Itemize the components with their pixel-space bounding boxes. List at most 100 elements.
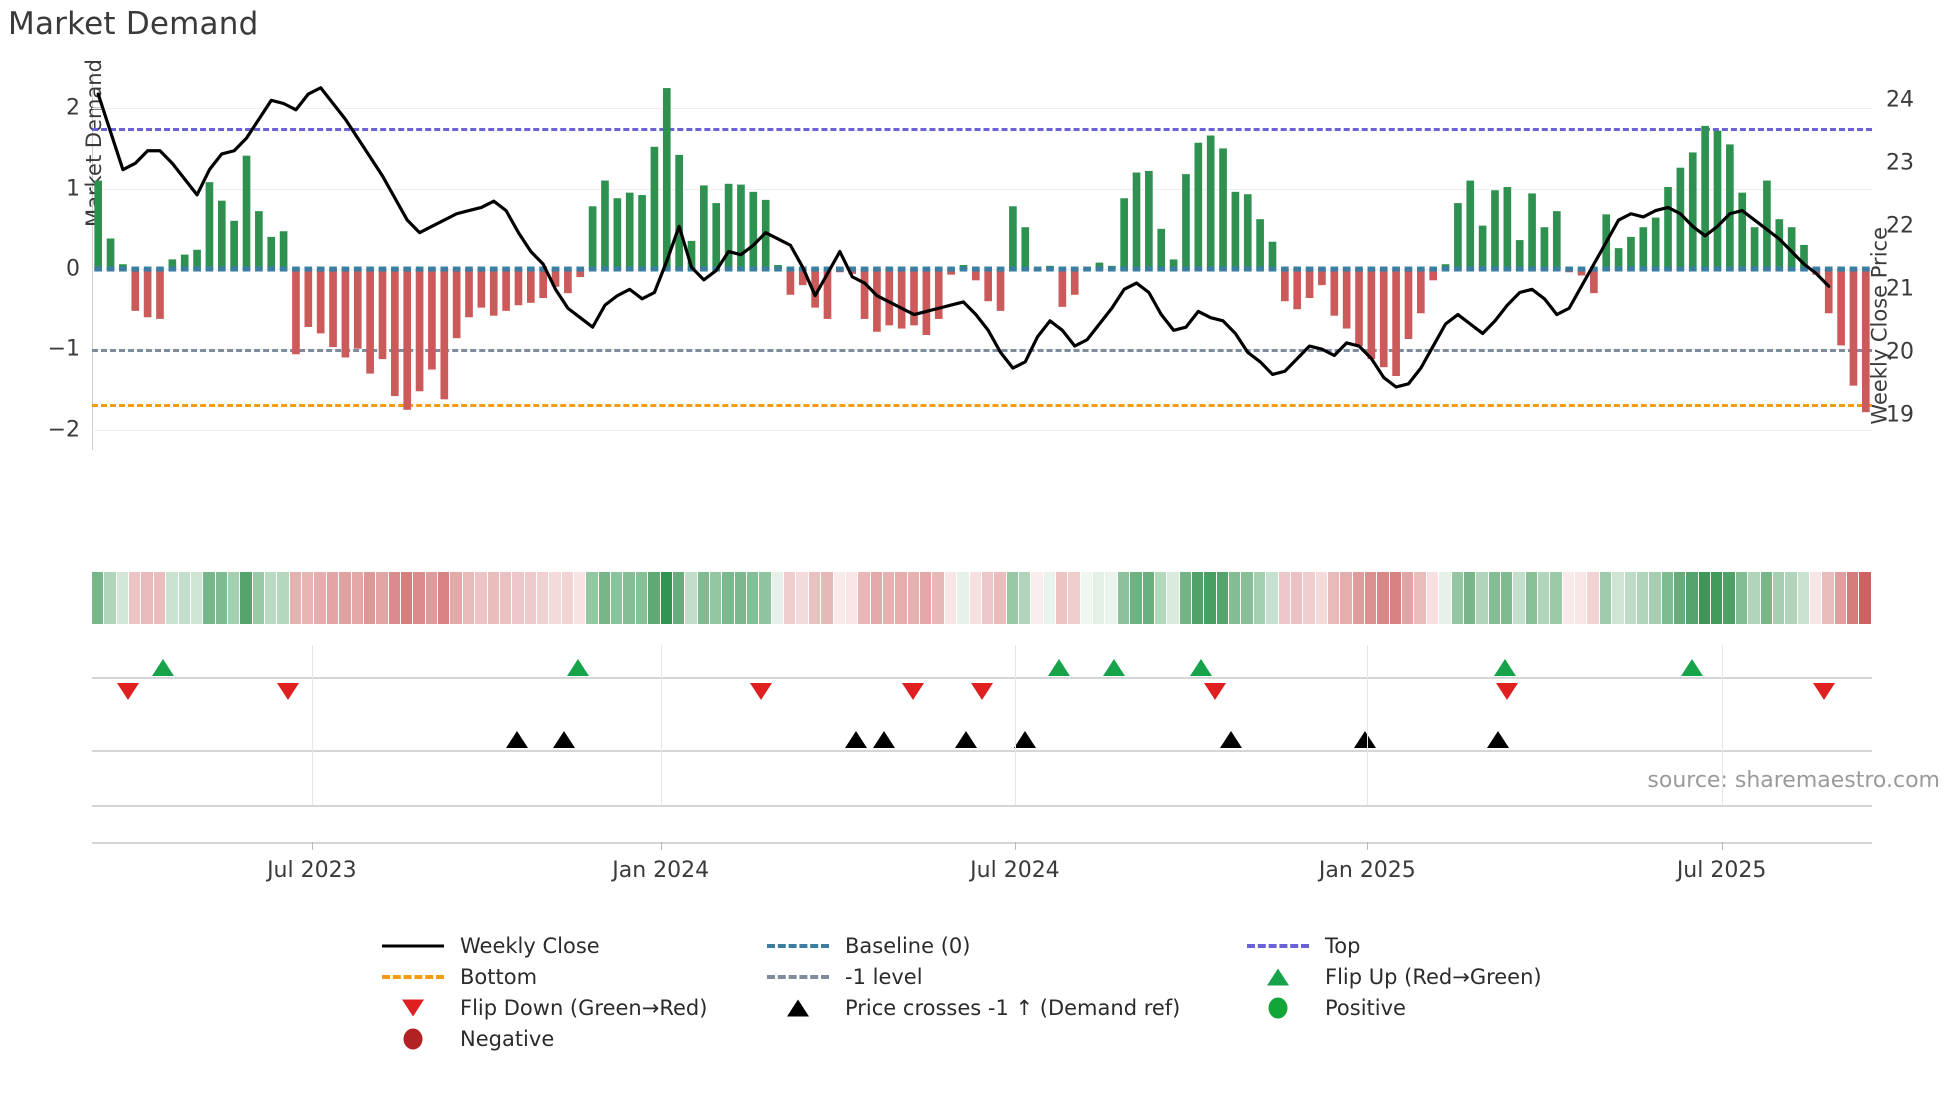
price-cross-marker-icon xyxy=(844,731,867,748)
heat-cell xyxy=(1822,572,1835,624)
positive-demand-bar xyxy=(1627,236,1635,270)
baseline-marker xyxy=(1639,266,1648,272)
spacer-row-axis-2 xyxy=(92,842,1872,844)
legend-item[interactable]: Baseline (0) xyxy=(765,934,1245,958)
positive-demand-bar xyxy=(1726,144,1734,270)
legend-item[interactable]: Price crosses -1 ↑ (Demand ref) xyxy=(765,996,1245,1020)
baseline-marker xyxy=(1070,266,1079,272)
heat-cell xyxy=(709,572,723,624)
heat-cell xyxy=(1451,572,1464,624)
positive-demand-bar xyxy=(737,184,745,270)
positive-demand-bar xyxy=(1021,227,1030,270)
heat-cell xyxy=(1290,572,1304,624)
baseline-marker xyxy=(1676,266,1685,272)
legend-item[interactable]: Top xyxy=(1245,934,1665,958)
x-gridline xyxy=(1721,645,1723,805)
positive-demand-bar xyxy=(1157,228,1166,270)
heat-cell xyxy=(104,572,117,624)
positive-demand-bar xyxy=(168,259,177,270)
negative-demand-bar xyxy=(143,269,152,318)
baseline-marker xyxy=(1058,266,1067,272)
heat-cell xyxy=(845,572,859,624)
legend-item[interactable]: Negative xyxy=(380,1027,765,1051)
positive-demand-bar xyxy=(1206,135,1215,270)
legend-label: Price crosses -1 ↑ (Demand ref) xyxy=(845,995,1181,1020)
baseline-marker xyxy=(1404,266,1413,272)
negative-demand-bar xyxy=(576,269,585,278)
baseline-marker xyxy=(193,266,201,272)
negative-demand-bar xyxy=(1342,269,1351,329)
heat-cell xyxy=(1229,572,1242,624)
negative-demand-bar xyxy=(984,269,993,302)
heat-cell xyxy=(895,572,908,624)
heat-cell xyxy=(1772,572,1786,624)
baseline-marker xyxy=(1590,266,1598,272)
baseline-marker xyxy=(230,266,238,272)
legend-label: Weekly Close xyxy=(460,933,600,958)
baseline-marker xyxy=(106,266,115,272)
baseline-marker xyxy=(279,266,288,272)
positive-demand-bar xyxy=(724,183,733,270)
heat-cell xyxy=(227,572,241,624)
heat-cell xyxy=(685,572,698,624)
legend-item[interactable]: Positive xyxy=(1245,996,1665,1020)
x-gridline xyxy=(1367,645,1369,805)
baseline-marker xyxy=(1701,266,1709,272)
baseline-marker xyxy=(502,266,510,272)
heat-cell xyxy=(1278,572,1291,624)
legend-dotted-line-icon xyxy=(382,974,444,979)
heat-cell xyxy=(1686,572,1699,624)
baseline-marker xyxy=(1318,266,1326,272)
baseline-marker xyxy=(1775,266,1784,272)
baseline-marker xyxy=(1095,266,1104,272)
baseline-marker xyxy=(1787,266,1796,272)
legend-label: Bottom xyxy=(460,964,538,989)
baseline-marker xyxy=(1688,266,1697,272)
heat-cell xyxy=(784,572,797,624)
baseline-marker xyxy=(1083,266,1091,272)
heat-cell xyxy=(759,572,772,624)
negative-demand-bar xyxy=(514,269,523,306)
baseline-marker xyxy=(700,266,708,272)
negative-demand-bar xyxy=(1590,269,1598,294)
negative-demand-bar xyxy=(539,269,548,298)
baseline-marker xyxy=(1478,266,1487,272)
negative-demand-bar xyxy=(1824,269,1833,314)
y-tick-label-right: 21 xyxy=(1886,276,1914,302)
positive-demand-bar xyxy=(1688,152,1697,270)
x-tick-label: Jul 2025 xyxy=(1676,858,1767,883)
x-tick-mark xyxy=(1367,842,1369,850)
positive-demand-bar xyxy=(1466,180,1475,270)
baseline-marker xyxy=(1812,266,1821,272)
legend-item[interactable]: Weekly Close xyxy=(380,934,765,958)
legend-item[interactable]: Bottom xyxy=(380,965,765,989)
baseline-marker xyxy=(1454,266,1462,272)
legend-item[interactable]: Flip Up (Red→Green) xyxy=(1245,965,1665,989)
negative-demand-bar xyxy=(440,269,449,400)
legend-item[interactable]: Flip Down (Green→Red) xyxy=(380,996,765,1020)
negative-demand-bar xyxy=(551,269,560,287)
baseline-marker xyxy=(947,266,955,272)
baseline-marker xyxy=(267,266,276,272)
legend-label: Baseline (0) xyxy=(845,933,971,958)
heat-cell xyxy=(203,572,216,624)
heat-cell xyxy=(574,572,587,624)
negative-demand-bar xyxy=(415,269,424,392)
positive-demand-bar xyxy=(1194,142,1203,270)
baseline-marker xyxy=(94,266,103,272)
heat-cell xyxy=(1253,572,1267,624)
heat-cell xyxy=(1624,572,1637,624)
gridline xyxy=(92,429,1872,431)
baseline-marker xyxy=(1540,266,1549,272)
baseline-marker xyxy=(1194,266,1203,272)
baseline-marker xyxy=(576,266,585,272)
baseline-marker xyxy=(514,266,523,272)
heat-cell xyxy=(1204,572,1217,624)
baseline-marker xyxy=(1268,266,1277,272)
positive-demand-bar xyxy=(1664,187,1672,270)
legend-item[interactable]: -1 level xyxy=(765,965,1245,989)
heat-cell xyxy=(1513,572,1526,624)
heat-cell xyxy=(1488,572,1501,624)
baseline-marker xyxy=(613,266,622,272)
heat-cell xyxy=(932,572,945,624)
